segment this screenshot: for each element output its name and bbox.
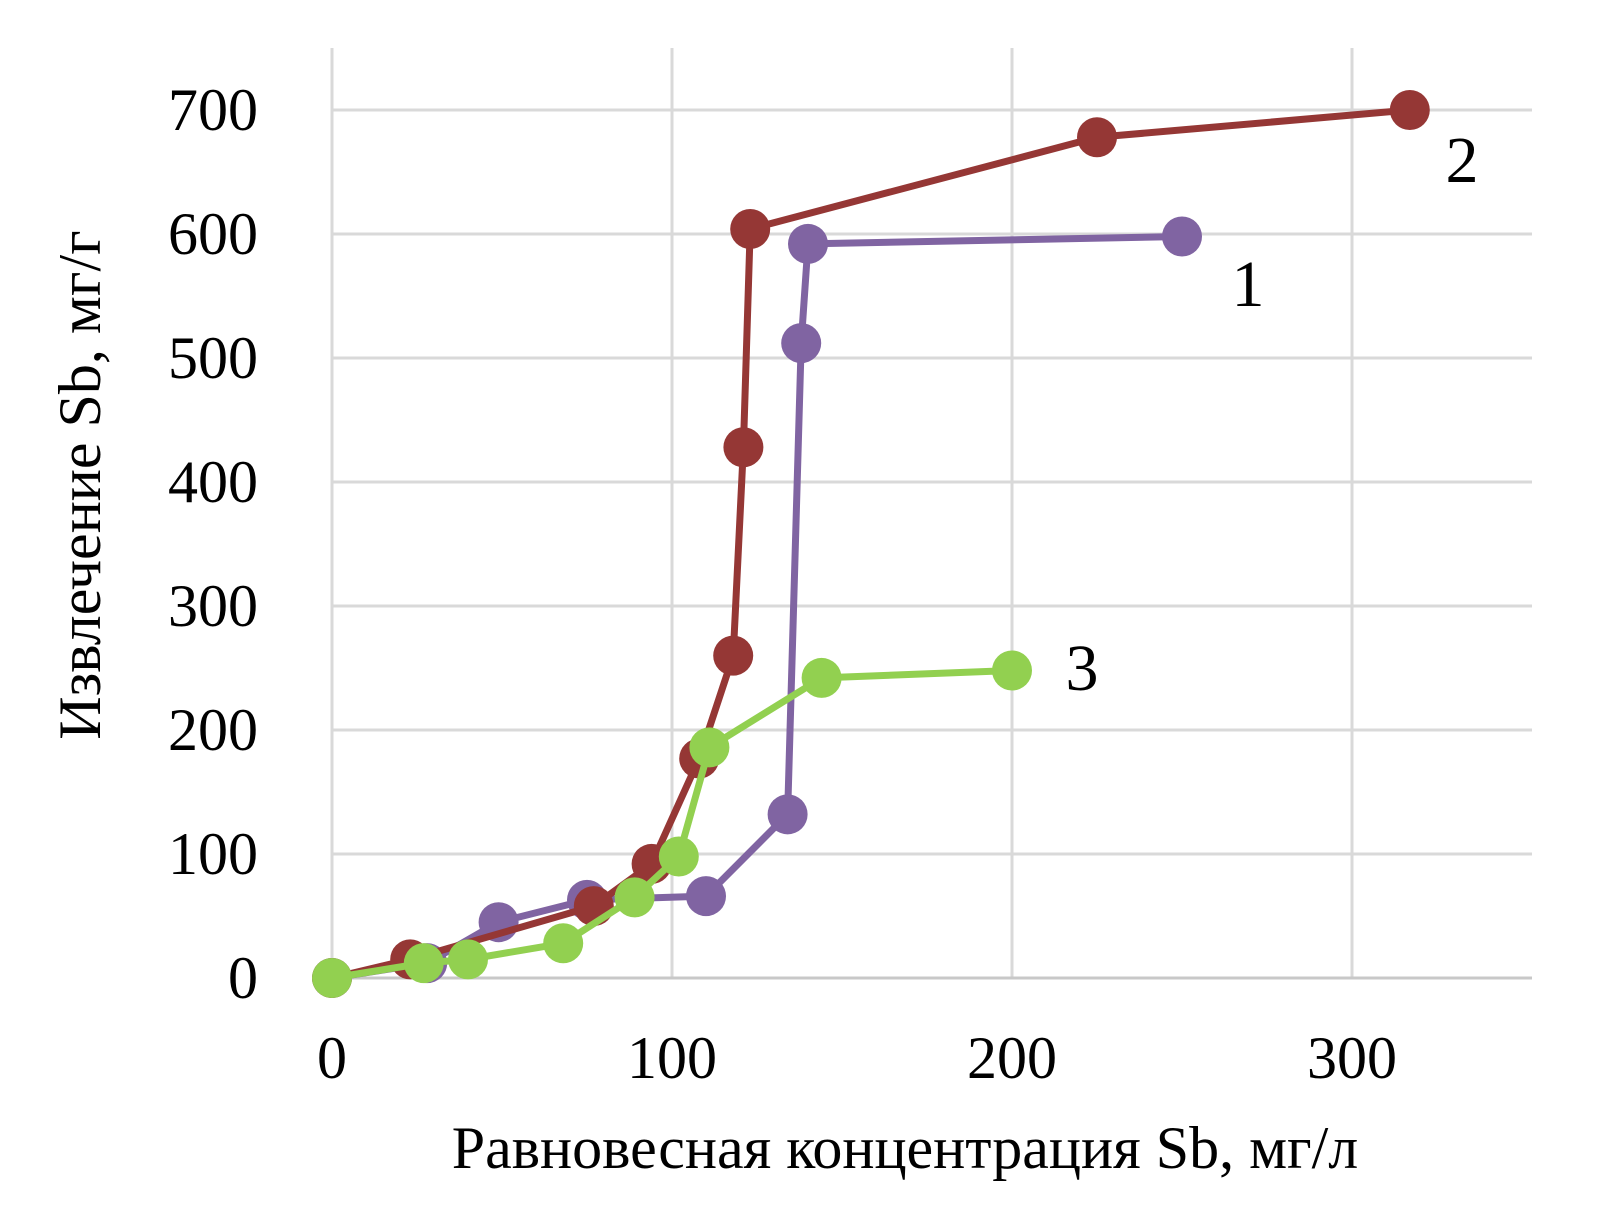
series-1-point xyxy=(781,323,822,364)
labels: 1 2 3 xyxy=(1066,124,1479,705)
y-tick-label: 0 xyxy=(228,945,258,1011)
series-1-point xyxy=(686,876,726,917)
series-3-point xyxy=(801,657,842,698)
series-3-point xyxy=(689,727,730,768)
series-3-point xyxy=(543,923,584,964)
series-2-point xyxy=(1389,90,1430,130)
series-2-line xyxy=(328,106,1414,982)
x-tick-label: 0 xyxy=(317,1025,347,1091)
series-1-point xyxy=(1162,216,1202,257)
series-2 xyxy=(312,90,1430,998)
y-axis-title: Извлечение Sb, мг/г xyxy=(47,230,113,740)
series-3-point xyxy=(403,943,444,984)
axes: 0 100 200 300 400 500 600 700 0 100 200 300 xyxy=(168,77,1532,1091)
y-tick-label: 400 xyxy=(168,449,258,515)
y-tick-label: 600 xyxy=(168,201,258,267)
series-1-point xyxy=(767,794,808,835)
series-3-point xyxy=(658,836,699,877)
series-3-point xyxy=(992,650,1032,691)
series-2-point xyxy=(1077,117,1117,158)
series-3-point xyxy=(614,877,655,918)
x-tick-label: 300 xyxy=(1307,1025,1397,1091)
series-3-label: 3 xyxy=(1066,632,1099,705)
series-1-label: 1 xyxy=(1232,248,1265,321)
grid xyxy=(330,48,1532,978)
series-3-point xyxy=(448,939,488,980)
x-axis-title: Равновесная концентрация Sb, мг/л xyxy=(452,1115,1359,1181)
series-2-point xyxy=(713,635,754,676)
y-tick-label: 300 xyxy=(168,573,258,639)
y-tick-label: 500 xyxy=(168,325,258,391)
series-2-point xyxy=(730,209,771,250)
y-tick-label: 700 xyxy=(168,77,258,143)
series-1-point xyxy=(788,223,828,264)
series-2-label: 2 xyxy=(1446,124,1479,197)
series-layer xyxy=(312,90,1430,998)
x-tick-label: 100 xyxy=(627,1025,717,1091)
x-tick-label: 200 xyxy=(967,1025,1057,1091)
series-2-point xyxy=(723,427,764,468)
y-tick-label: 200 xyxy=(168,697,258,763)
series-3-point xyxy=(312,958,352,998)
series-3 xyxy=(312,650,1032,998)
y-tick-label: 100 xyxy=(168,821,258,887)
